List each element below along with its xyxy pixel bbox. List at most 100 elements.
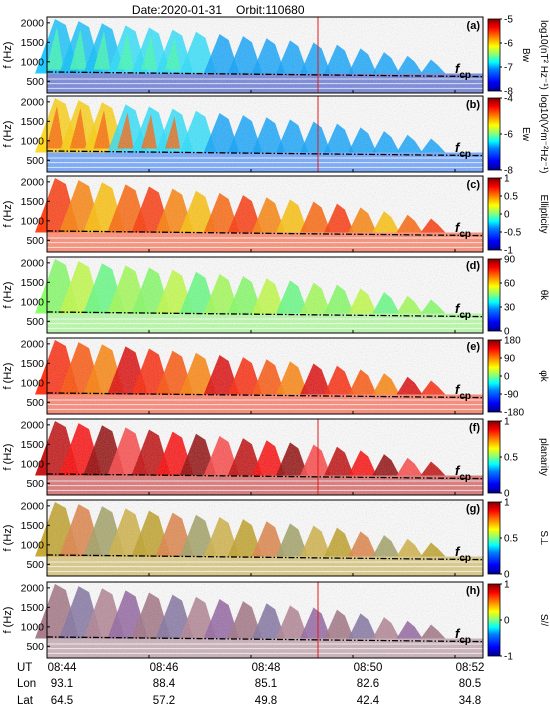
speckle — [47, 419, 483, 495]
panel-b: (b) fcp 500 1000 1500 2000 f (Hz) -4 -6 -8 Ew log10… — [2, 94, 549, 177]
colorbar-tick-label: 60 — [504, 279, 516, 290]
fcp-annotation: fcp — [455, 301, 471, 321]
colorbar-gradient — [487, 420, 501, 494]
fcp-annotation: fcp — [455, 382, 471, 402]
colorbar-title: θk — [538, 290, 549, 302]
y-tick-label: 500 — [26, 559, 44, 571]
colorbar-tick-label: -1 — [504, 246, 513, 257]
x-tick-label-ut: 08:48 — [252, 662, 281, 674]
colorbar-tick-label: -90 — [504, 390, 519, 401]
y-axis-label: f (Hz) — [2, 201, 14, 228]
speckle — [47, 176, 483, 252]
x-tick-label-lon: 93.1 — [51, 678, 73, 690]
colorbar-tick-label: -180 — [504, 408, 524, 419]
y-tick-label: 500 — [26, 397, 44, 409]
colorbar-gradient — [487, 501, 501, 575]
colorbar-tick-label: 0 — [504, 327, 510, 338]
y-axis-label: f (Hz) — [2, 121, 14, 148]
x-tick-label-lat: 64.5 — [51, 695, 73, 707]
panel-label: (f) — [469, 422, 480, 434]
y-tick-label: 2000 — [21, 338, 45, 350]
colorbar-b: -4 -6 -8 Ew log10(V²m⁻²Hz⁻¹) — [487, 94, 549, 177]
colorbar-tick-label: 0 — [504, 372, 510, 383]
x-tick-label-ut: 08:52 — [456, 662, 485, 674]
panel-label: (d) — [466, 260, 480, 272]
plot-frame — [46, 418, 484, 496]
speckle — [47, 338, 483, 414]
panel-c: (c) fcp 500 1000 1500 2000 f (Hz) 1 0.5 0 -0.5 -1 El… — [2, 174, 549, 257]
colorbar-gradient — [487, 177, 501, 251]
colorbar-gradient — [487, 583, 501, 657]
y-tick-label: 500 — [26, 478, 44, 490]
x-tick-label-lat: 49.8 — [255, 695, 277, 707]
colorbar-h: 1 0 -1 S// — [487, 580, 549, 663]
colorbar-c: 1 0.5 0 -0.5 -1 Ellipticity — [487, 174, 549, 257]
colorbar-title: S⊥ — [538, 530, 549, 545]
colorbar-tick-label: -7 — [504, 63, 513, 74]
plot-frame — [46, 581, 484, 659]
x-tick-label-ut: 08:46 — [150, 662, 179, 674]
colorbar-unit: log10(V²m⁻²Hz⁻¹) — [538, 95, 549, 174]
colorbar-title: Ellipticity — [538, 195, 549, 234]
colorbar-tick-label: -6 — [504, 130, 513, 141]
x-row-label-ut: UT — [17, 662, 32, 674]
y-tick-label: 1000 — [21, 377, 45, 389]
plot-frame — [46, 499, 484, 577]
speckle — [47, 500, 483, 576]
colorbar-tick-label: 0 — [504, 489, 510, 500]
speckle — [47, 17, 483, 93]
panel-label: (c) — [467, 179, 481, 191]
y-tick-label: 2000 — [21, 96, 45, 108]
colorbar-title: φk — [538, 370, 549, 382]
fcp-line — [46, 554, 484, 561]
colorbar-tick-label: 1 — [504, 498, 510, 509]
header-orbit: Orbit:110680 — [236, 3, 305, 17]
colorbar-tick-label: 0.5 — [504, 534, 518, 545]
colorbar-unit: log10(nT² Hz⁻¹) — [538, 20, 549, 90]
y-tick-label: 1000 — [21, 135, 45, 147]
y-axis-label: f (Hz) — [2, 42, 14, 69]
fcp-annotation: fcp — [455, 61, 471, 81]
colorbar-tick-label: 0 — [504, 570, 510, 581]
y-tick-label: 1000 — [21, 539, 45, 551]
y-tick-label: 1500 — [21, 358, 45, 370]
colorbar-tick-label: 90 — [504, 255, 516, 266]
y-tick-label: 1500 — [21, 277, 45, 289]
colorbar-d: 90 60 30 0 θk — [487, 255, 549, 338]
y-tick-label: 2000 — [21, 17, 45, 29]
panel-label: (b) — [466, 99, 480, 111]
x-tick-labels: 08:44 93.1 64.5 08:46 88.4 57.2 08:48 85.1 49.8 0… — [48, 662, 485, 707]
colorbar-tick-label: 0 — [504, 210, 510, 221]
x-tick-label-lon: 88.4 — [153, 678, 176, 690]
panel-h: (h) fcp 500 1000 1500 2000 f (Hz) 1 0 -1 S// — [2, 580, 549, 663]
fcp-line — [46, 392, 484, 399]
fcp-line — [46, 473, 484, 480]
colorbar-tick-label: -1 — [504, 652, 513, 663]
y-tick-label: 1500 — [21, 602, 45, 614]
plot-frame — [46, 337, 484, 415]
y-axis-label: f (Hz) — [2, 444, 14, 471]
panel-label: (h) — [466, 585, 480, 597]
y-tick-label: 1000 — [21, 458, 45, 470]
colorbar-title: Bw — [520, 48, 531, 63]
panel-d: (d) fcp 500 1000 1500 2000 f (Hz) 90 60 30 0 θk — [2, 255, 549, 338]
y-tick-label: 1500 — [21, 439, 45, 451]
colorbar-title: planarity — [538, 438, 549, 476]
plot-frame — [46, 175, 484, 253]
fcp-line — [46, 150, 484, 157]
x-tick-label-lon: 82.6 — [357, 678, 379, 690]
colorbar-tick-label: 90 — [504, 354, 516, 365]
x-tick-label-ut: 08:44 — [48, 662, 77, 674]
y-tick-label: 1000 — [21, 621, 45, 633]
colorbar-tick-label: 1 — [504, 417, 510, 428]
colorbar-tick-label: -8 — [504, 166, 513, 177]
y-tick-label: 1000 — [21, 215, 45, 227]
colorbar-a: -5 -6 -7 -8 Bw log10(nT² Hz⁻¹) — [487, 15, 549, 98]
fcp-line — [46, 311, 484, 318]
x-row-label-lon: Lon — [17, 678, 36, 690]
x-axis-table: UT Lon Lat 08:4493.164.508:4688.457.208:… — [17, 662, 484, 707]
plot-frame — [46, 16, 484, 94]
colorbar-tick-label: -4 — [504, 94, 513, 105]
y-tick-label: 500 — [26, 316, 44, 328]
